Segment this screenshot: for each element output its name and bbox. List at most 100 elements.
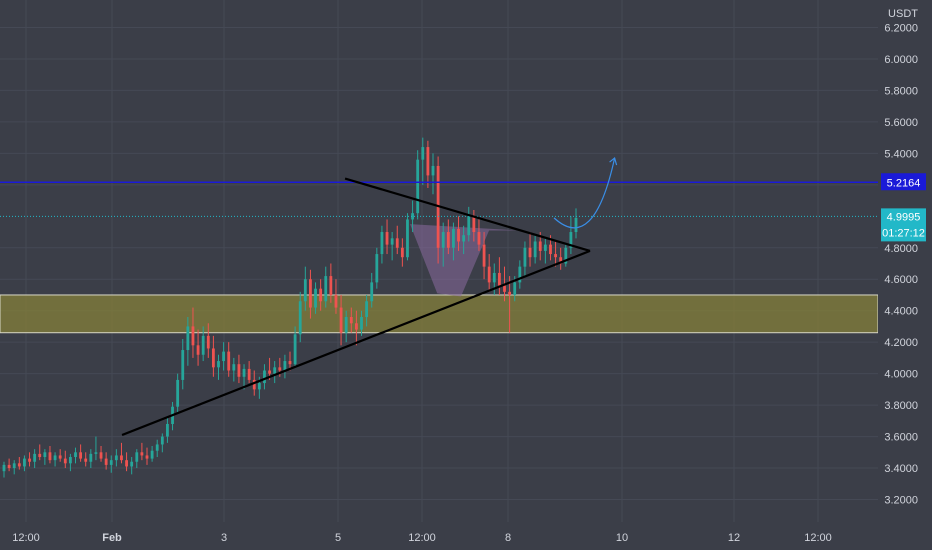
candle[interactable]: [400, 238, 404, 267]
candle[interactable]: [559, 247, 563, 270]
candle[interactable]: [533, 235, 537, 264]
candle[interactable]: [2, 461, 6, 478]
candle[interactable]: [17, 457, 21, 470]
candle[interactable]: [411, 200, 414, 233]
candle[interactable]: [395, 225, 399, 255]
candle[interactable]: [7, 458, 11, 472]
candle[interactable]: [523, 241, 527, 277]
candle[interactable]: [528, 232, 532, 267]
candle[interactable]: [135, 449, 139, 469]
candle[interactable]: [497, 257, 501, 295]
candle[interactable]: [554, 241, 557, 267]
candle[interactable]: [329, 263, 333, 303]
candle[interactable]: [28, 452, 31, 467]
candle[interactable]: [155, 439, 159, 458]
candle[interactable]: [99, 446, 103, 462]
candle[interactable]: [354, 310, 358, 346]
candle[interactable]: [58, 449, 62, 462]
candle[interactable]: [130, 457, 134, 475]
candle[interactable]: [349, 307, 353, 333]
candle[interactable]: [43, 449, 47, 465]
candle[interactable]: [104, 452, 108, 470]
candle[interactable]: [334, 279, 338, 314]
candle[interactable]: [120, 442, 123, 464]
candle[interactable]: [339, 294, 343, 346]
candle[interactable]: [574, 208, 578, 239]
candle[interactable]: [206, 323, 210, 358]
candle[interactable]: [477, 219, 481, 251]
candle[interactable]: [462, 225, 466, 255]
candle[interactable]: [380, 225, 384, 264]
candle[interactable]: [508, 276, 512, 333]
candle[interactable]: [186, 316, 190, 366]
candle[interactable]: [446, 219, 450, 255]
candle[interactable]: [360, 310, 363, 336]
candle[interactable]: [125, 452, 128, 472]
candle[interactable]: [344, 310, 348, 343]
candle[interactable]: [181, 339, 185, 390]
candle[interactable]: [309, 269, 312, 319]
candle[interactable]: [467, 206, 471, 242]
candle[interactable]: [196, 329, 200, 366]
lower-trendline[interactable]: [121, 249, 591, 437]
candle[interactable]: [569, 216, 573, 255]
candle[interactable]: [288, 351, 292, 371]
candle[interactable]: [242, 364, 246, 390]
candle[interactable]: [53, 452, 57, 467]
candle[interactable]: [431, 153, 435, 195]
candle[interactable]: [293, 326, 297, 368]
candle[interactable]: [421, 137, 425, 185]
candle[interactable]: [94, 436, 98, 461]
time-axis[interactable]: 12:00 Feb 3 5 12:00 8 10 12 12:00: [0, 522, 932, 550]
candle[interactable]: [365, 294, 369, 327]
candle[interactable]: [441, 222, 445, 267]
candle[interactable]: [457, 216, 460, 251]
candle[interactable]: [426, 140, 430, 188]
candle[interactable]: [303, 266, 307, 311]
candle[interactable]: [472, 210, 476, 242]
candle[interactable]: [247, 361, 251, 384]
candle[interactable]: [416, 150, 420, 220]
candle[interactable]: [385, 219, 389, 255]
candle[interactable]: [237, 354, 241, 384]
candle[interactable]: [150, 446, 154, 462]
candle[interactable]: [63, 450, 67, 469]
candle[interactable]: [487, 254, 491, 292]
candle[interactable]: [482, 232, 486, 280]
candle[interactable]: [273, 361, 277, 384]
candle[interactable]: [23, 455, 26, 472]
candle[interactable]: [324, 266, 328, 308]
candle[interactable]: [166, 417, 169, 443]
candle[interactable]: [33, 449, 37, 469]
candle[interactable]: [38, 444, 42, 461]
upper-trendline[interactable]: [344, 177, 591, 252]
candle[interactable]: [201, 326, 205, 362]
candle[interactable]: [370, 272, 374, 308]
candle[interactable]: [283, 354, 287, 379]
candle[interactable]: [564, 244, 568, 267]
candle[interactable]: [222, 342, 226, 371]
support-zone[interactable]: [0, 294, 879, 334]
candle[interactable]: [79, 444, 83, 462]
candle[interactable]: [314, 282, 317, 314]
candle[interactable]: [436, 156, 440, 264]
candle[interactable]: [140, 442, 144, 461]
candle[interactable]: [217, 354, 220, 380]
candle[interactable]: [48, 446, 52, 464]
candle[interactable]: [406, 213, 409, 261]
candle[interactable]: [89, 449, 93, 469]
candle[interactable]: [298, 291, 302, 343]
candle[interactable]: [227, 342, 231, 377]
candle[interactable]: [375, 247, 379, 289]
candle[interactable]: [191, 307, 195, 358]
candle[interactable]: [160, 433, 164, 453]
candle[interactable]: [543, 238, 547, 264]
candle[interactable]: [176, 373, 180, 413]
candle[interactable]: [74, 447, 77, 464]
projection-arrow[interactable]: [553, 157, 616, 229]
candle[interactable]: [109, 455, 113, 473]
price-axis[interactable]: USDT6.20006.00005.80005.60005.40005.2000…: [878, 0, 932, 550]
candle[interactable]: [68, 453, 72, 472]
